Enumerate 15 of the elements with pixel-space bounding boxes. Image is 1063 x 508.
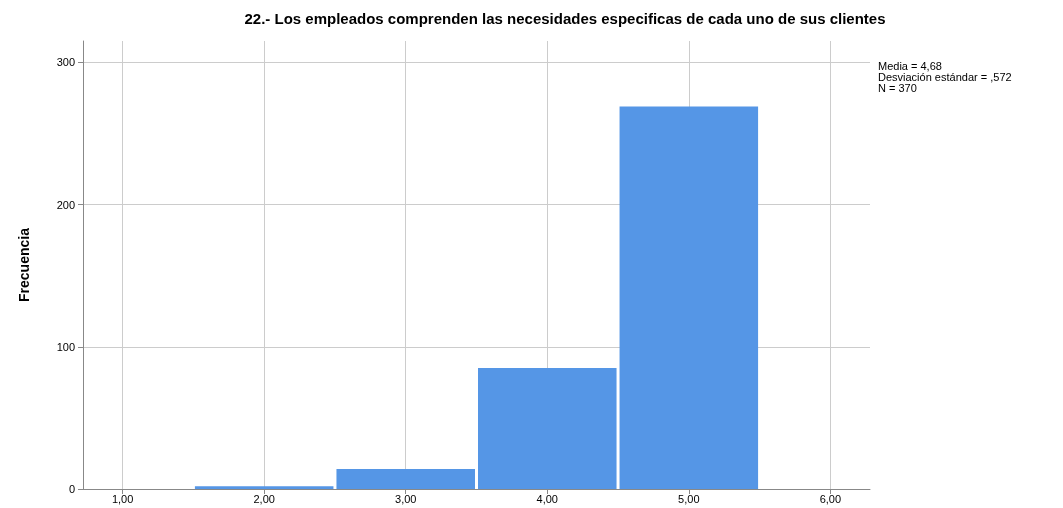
y-tick-label: 0 [68, 483, 75, 495]
text: Desviación estándar = ,572 [878, 70, 1012, 83]
y-tick-label: 100 [56, 340, 75, 353]
chart-title: 22.- Los empleados comprenden las necesidades especificas de cada uno de sus clientes [244, 10, 886, 27]
text: Media = 4,68 [878, 59, 942, 72]
x-tick-label: 3,00 [395, 492, 417, 505]
text: N = 370 [878, 81, 917, 94]
x-tick-label: 4,00 [536, 492, 558, 505]
y-tick-label: 300 [56, 56, 75, 69]
y-axis-title: Frecuencia [16, 227, 32, 302]
x-tick-label: 2,00 [253, 492, 275, 505]
x-tick-label: 1,00 [111, 492, 134, 505]
y-tick-label: 200 [56, 198, 75, 211]
x-tick-label: 6,00 [819, 492, 842, 505]
x-tick-label: 5,00 [678, 492, 700, 505]
